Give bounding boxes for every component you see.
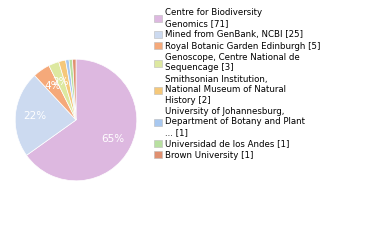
- Text: 22%: 22%: [23, 111, 46, 121]
- Wedge shape: [15, 76, 76, 155]
- Text: 65%: 65%: [101, 134, 124, 144]
- Wedge shape: [65, 60, 76, 120]
- Text: 4%: 4%: [44, 81, 61, 91]
- Wedge shape: [59, 60, 76, 120]
- Wedge shape: [35, 66, 76, 120]
- Wedge shape: [73, 59, 76, 120]
- Wedge shape: [49, 62, 76, 120]
- Wedge shape: [27, 59, 137, 181]
- Legend: Centre for Biodiversity
Genomics [71], Mined from GenBank, NCBI [25], Royal Bota: Centre for Biodiversity Genomics [71], M…: [152, 7, 323, 162]
- Text: 2%: 2%: [52, 77, 69, 87]
- Wedge shape: [69, 59, 76, 120]
